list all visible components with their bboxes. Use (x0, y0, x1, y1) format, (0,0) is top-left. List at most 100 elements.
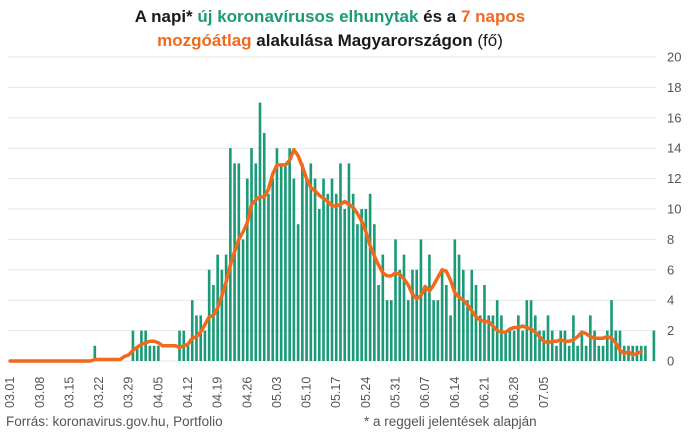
y-tick-label: 16 (667, 110, 681, 125)
title-seg-5: alakulása Magyarországon (251, 31, 478, 50)
bar (360, 209, 363, 361)
bar (250, 148, 253, 361)
line-path (8, 147, 643, 363)
x-tick-label: 03.29 (122, 377, 136, 408)
y-tick-label: 14 (667, 141, 681, 156)
x-tick-label: 03.08 (33, 377, 47, 408)
bar (229, 148, 232, 361)
bar (339, 163, 342, 361)
y-tick-label: 6 (667, 262, 674, 277)
bar (267, 193, 270, 361)
y-axis-labels: 0 2 4 6 8 10 12 14 16 18 20 (667, 50, 681, 369)
bar (542, 330, 546, 361)
x-tick-label: 05.31 (389, 377, 403, 408)
bar (445, 285, 448, 361)
bar (93, 345, 97, 361)
bar (309, 163, 313, 361)
bar (186, 345, 190, 361)
bar (423, 285, 427, 361)
bar (512, 330, 516, 361)
bar (555, 345, 558, 361)
bar (233, 163, 236, 361)
bar (508, 330, 512, 361)
bar (546, 315, 550, 361)
bar (317, 209, 321, 361)
bar (343, 209, 347, 361)
chart-title-line-2: mozgóátlag alakulása Magyarországon (fő) (0, 30, 660, 52)
bar (245, 178, 249, 361)
bar (478, 315, 482, 361)
bar (220, 269, 224, 361)
x-tick-label: 05.10 (300, 377, 314, 408)
bar (461, 269, 465, 361)
bar (292, 178, 296, 361)
x-tick-label: 05.17 (329, 377, 343, 408)
x-tick-label: 04.26 (240, 377, 254, 408)
moving-average-series (8, 147, 643, 363)
bar (538, 330, 541, 361)
bar (356, 224, 359, 361)
x-tick-label: 05.24 (359, 377, 373, 408)
bar (258, 102, 262, 361)
bar (491, 315, 495, 361)
bar (550, 330, 554, 361)
bar (521, 330, 524, 361)
bar (415, 269, 419, 361)
x-tick-label: 04.19 (211, 377, 225, 408)
bar (190, 300, 194, 361)
x-tick-label: 03.15 (62, 377, 76, 408)
bar (135, 345, 139, 361)
bar (334, 193, 338, 361)
bar (381, 254, 385, 361)
bar (330, 178, 334, 361)
bar (470, 269, 474, 361)
bar (517, 315, 520, 361)
bar (398, 269, 402, 361)
bar (432, 300, 435, 361)
x-tick-label: 06.21 (477, 377, 491, 408)
bar (322, 178, 325, 361)
y-tick-label: 10 (667, 202, 681, 217)
y-tick-label: 12 (667, 171, 681, 186)
bar (203, 330, 207, 361)
x-tick-label: 03.01 (3, 377, 17, 408)
bar (385, 300, 389, 361)
bar (152, 345, 156, 361)
bar (576, 345, 579, 361)
bar (351, 193, 355, 361)
bar (457, 254, 461, 361)
bar (347, 163, 351, 361)
bar (605, 330, 609, 361)
title-seg-2: és a (418, 7, 461, 26)
bar (296, 224, 300, 361)
bar (453, 239, 457, 361)
bar (533, 315, 537, 361)
y-tick-label: 0 (667, 354, 674, 369)
bar (326, 193, 330, 361)
bar (644, 345, 647, 361)
y-tick-label: 2 (667, 323, 674, 338)
footnote: * a reggeli jelentések alapján (364, 414, 537, 429)
bar (525, 300, 529, 361)
bar (487, 315, 491, 361)
title-seg-6: (fő) (477, 31, 503, 50)
bar (597, 345, 601, 361)
bar (144, 330, 147, 361)
bar (440, 269, 444, 361)
title-seg-4: mozgóátlag (157, 31, 252, 50)
bar (373, 224, 376, 361)
bar (313, 178, 317, 361)
bar (254, 163, 258, 361)
y-tick-label: 4 (667, 293, 674, 308)
x-tick-label: 06.07 (418, 377, 432, 408)
bar (559, 330, 563, 361)
bar (436, 300, 440, 361)
bar (563, 330, 567, 361)
bar (148, 345, 152, 361)
bar (262, 133, 266, 361)
y-tick-label: 8 (667, 232, 674, 247)
bar (406, 300, 410, 361)
title-seg-1: új koronavírusos elhunytak (197, 7, 419, 26)
bar (466, 300, 469, 361)
y-tick-label: 20 (667, 50, 681, 65)
